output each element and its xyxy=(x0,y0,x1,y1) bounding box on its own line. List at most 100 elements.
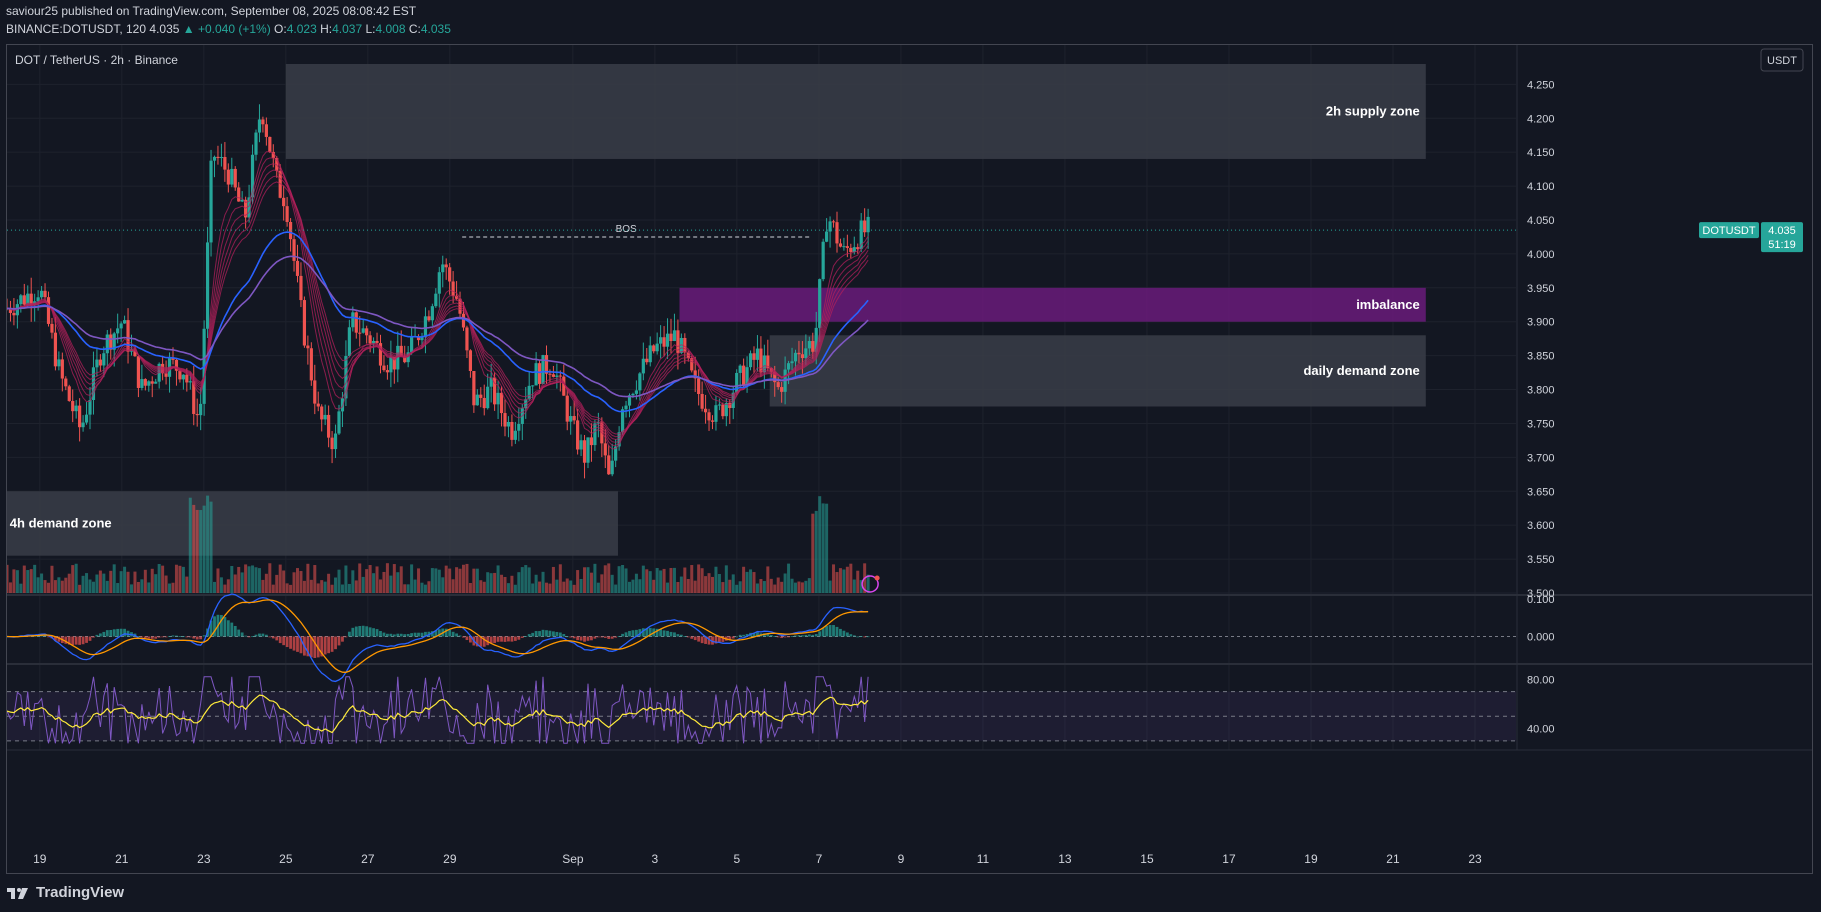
volume-bar xyxy=(199,510,203,593)
macd-hist-bar xyxy=(375,629,379,637)
candle-body xyxy=(309,348,313,381)
macd-hist-bar xyxy=(545,630,548,637)
macd-hist-bar xyxy=(448,629,452,637)
macd-hist-bar xyxy=(507,636,510,642)
candle-body xyxy=(365,328,369,336)
candle-body xyxy=(257,119,262,133)
macd-hist-bar xyxy=(811,634,815,637)
candle-body xyxy=(378,343,383,366)
candle-body xyxy=(620,409,625,433)
chart-frame[interactable]: 2h supply zone imbalance daily demand zone… xyxy=(6,44,1813,874)
macd-hist-bar xyxy=(175,635,178,637)
symbol-tag xyxy=(1699,222,1759,239)
macd-hist-bar xyxy=(804,634,808,637)
volume-bar xyxy=(527,567,531,593)
macd-hist-bar xyxy=(596,636,600,638)
candle-body xyxy=(614,446,618,461)
macd-hist-bar xyxy=(769,635,773,637)
ema-ribbon-line xyxy=(7,175,869,438)
time-axis-label: 19 xyxy=(1304,852,1318,866)
macd-hist-bar xyxy=(320,636,324,657)
macd-hist-bar xyxy=(413,632,417,637)
candle-body xyxy=(39,290,44,298)
volume-bar xyxy=(603,565,607,593)
volume-bar xyxy=(313,565,317,593)
candle-body xyxy=(700,393,704,409)
candle-body xyxy=(866,216,870,233)
pane-title: DOT / TetherUS · 2h · Binance xyxy=(15,53,178,67)
candle-body xyxy=(503,413,507,427)
volume-bar xyxy=(88,579,92,593)
macd-hist-bar xyxy=(655,628,659,637)
close-value: 4.035 xyxy=(420,22,451,36)
volume-bar xyxy=(752,572,756,593)
volume-bar xyxy=(468,582,472,593)
macd-hist-bar xyxy=(776,636,780,638)
volume-bar xyxy=(85,573,89,593)
volume-bar xyxy=(251,565,255,593)
candle-body xyxy=(254,132,258,155)
volume-bar xyxy=(136,581,140,593)
macd-hist-bar xyxy=(424,631,427,637)
volume-bar xyxy=(289,584,293,593)
tradingview-footer[interactable]: TradingView xyxy=(6,884,124,901)
volume-bar xyxy=(589,572,593,593)
rsi-ma-line xyxy=(7,694,869,734)
candle-body xyxy=(586,437,590,463)
macd-hist-bar xyxy=(306,636,310,657)
macd-hist-bar xyxy=(693,636,697,641)
volume-bar xyxy=(195,509,199,593)
price-chart[interactable]: 2h supply zone imbalance daily demand zone… xyxy=(7,45,1812,873)
volume-bar xyxy=(223,584,227,593)
macd-hist-bar xyxy=(718,636,721,643)
volume-bar xyxy=(576,570,580,593)
volume-bar xyxy=(825,503,829,593)
ma-blue-line xyxy=(7,231,869,413)
volume-bar xyxy=(690,565,694,593)
candle-body xyxy=(807,341,811,349)
candle-body xyxy=(427,316,431,321)
candle-body xyxy=(188,381,192,383)
macd-hist-bar xyxy=(344,636,348,638)
ema-ribbon-line xyxy=(7,169,869,441)
price-tag-value: 4.035 xyxy=(1768,225,1796,237)
candle-body xyxy=(226,169,230,185)
macd-hist-bar xyxy=(98,633,102,637)
macd-hist-bar xyxy=(745,633,749,637)
candle-body xyxy=(859,220,863,250)
volume-bar xyxy=(852,579,856,593)
candle-body xyxy=(306,345,310,349)
candle-body xyxy=(441,264,445,273)
candle-body xyxy=(95,359,99,368)
candle-body xyxy=(735,372,739,393)
volume-bar xyxy=(859,580,863,593)
candle-body xyxy=(818,279,822,328)
volume-bar xyxy=(676,582,680,593)
currency-button-label: USDT xyxy=(1767,55,1797,67)
signal-line xyxy=(7,599,869,673)
macd-hist-bar xyxy=(71,636,75,646)
ema-ribbon-line xyxy=(7,157,869,447)
candle-body xyxy=(489,377,493,387)
macd-hist-bar xyxy=(524,636,528,637)
candle-body xyxy=(205,242,210,329)
candle-body xyxy=(655,343,659,352)
candle-body xyxy=(631,393,635,396)
candle-body xyxy=(645,358,649,363)
volume-bar xyxy=(638,579,642,593)
candle-body xyxy=(385,370,390,373)
volume-bar xyxy=(64,577,68,593)
candle-body xyxy=(814,327,818,352)
candle-body xyxy=(91,367,96,400)
macd-hist-bar xyxy=(458,635,462,637)
macd-hist-bar xyxy=(520,636,524,638)
macd-hist-bar xyxy=(475,636,479,647)
macd-hist-bar xyxy=(455,633,458,637)
candle-body xyxy=(786,363,791,370)
volume-bar xyxy=(417,568,421,593)
macd-hist-bar xyxy=(839,628,842,637)
macd-hist-bar xyxy=(240,632,244,637)
macd-hist-bar xyxy=(351,627,355,637)
volume-bar xyxy=(700,568,704,593)
volume-bar xyxy=(81,575,85,593)
